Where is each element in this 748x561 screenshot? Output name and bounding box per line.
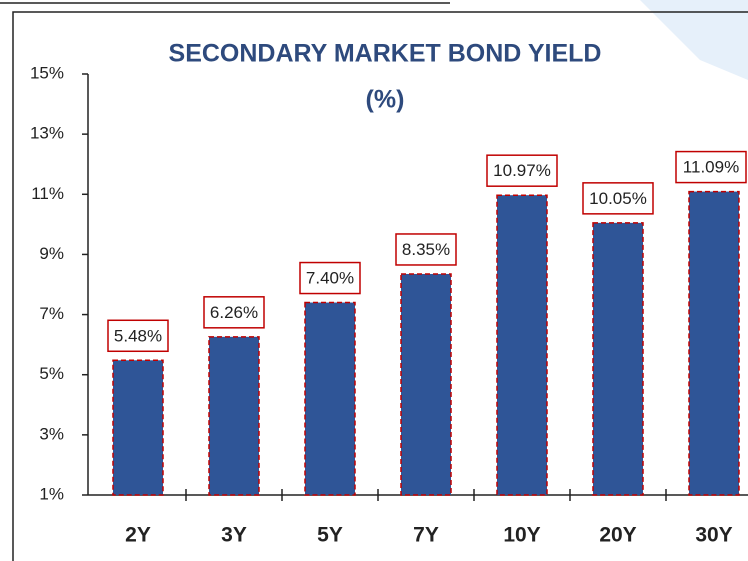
x-tick-label: 30Y [695, 524, 732, 547]
y-tick-label: 9% [39, 244, 64, 263]
y-tick-label: 7% [39, 304, 64, 323]
value-label: 7.40% [306, 269, 354, 288]
x-tick-label: 3Y [221, 524, 247, 547]
value-label: 11.09% [683, 158, 739, 177]
bar [688, 190, 740, 496]
value-label-box [486, 154, 558, 187]
value-label: 6.26% [210, 303, 258, 322]
frame [12, 11, 748, 561]
y-tick-label: 15% [30, 63, 64, 82]
y-tick-label: 11% [31, 184, 64, 203]
value-label-box [675, 150, 747, 184]
value-label-box [299, 261, 361, 295]
y-tick-label: 3% [39, 424, 64, 443]
bar [592, 222, 644, 496]
x-tick-label: 20Y [599, 524, 636, 547]
y-tick-label: 13% [30, 124, 64, 143]
bar [208, 336, 260, 496]
value-label: 10.97% [493, 161, 551, 180]
bar [400, 273, 452, 496]
value-label-box [107, 319, 169, 353]
value-label-box [203, 296, 265, 329]
value-label: 8.35% [402, 240, 450, 259]
bar [304, 301, 356, 496]
value-label-box [582, 182, 654, 215]
value-label-box [395, 233, 457, 266]
chart-title: (%) [366, 86, 405, 114]
value-label: 5.48% [114, 326, 162, 345]
chart-title: SECONDARY MARKET BOND YIELD [169, 40, 602, 68]
bar [112, 359, 164, 496]
x-tick-label: 2Y [125, 524, 151, 547]
x-tick-label: 5Y [317, 524, 343, 547]
value-label: 10.05% [589, 189, 647, 208]
y-tick-label: 5% [39, 364, 64, 383]
background-decoration [640, 0, 748, 80]
bar [496, 194, 548, 496]
y-tick-label: 1% [39, 484, 64, 503]
x-tick-label: 7Y [413, 524, 439, 547]
x-tick-label: 10Y [503, 524, 540, 547]
